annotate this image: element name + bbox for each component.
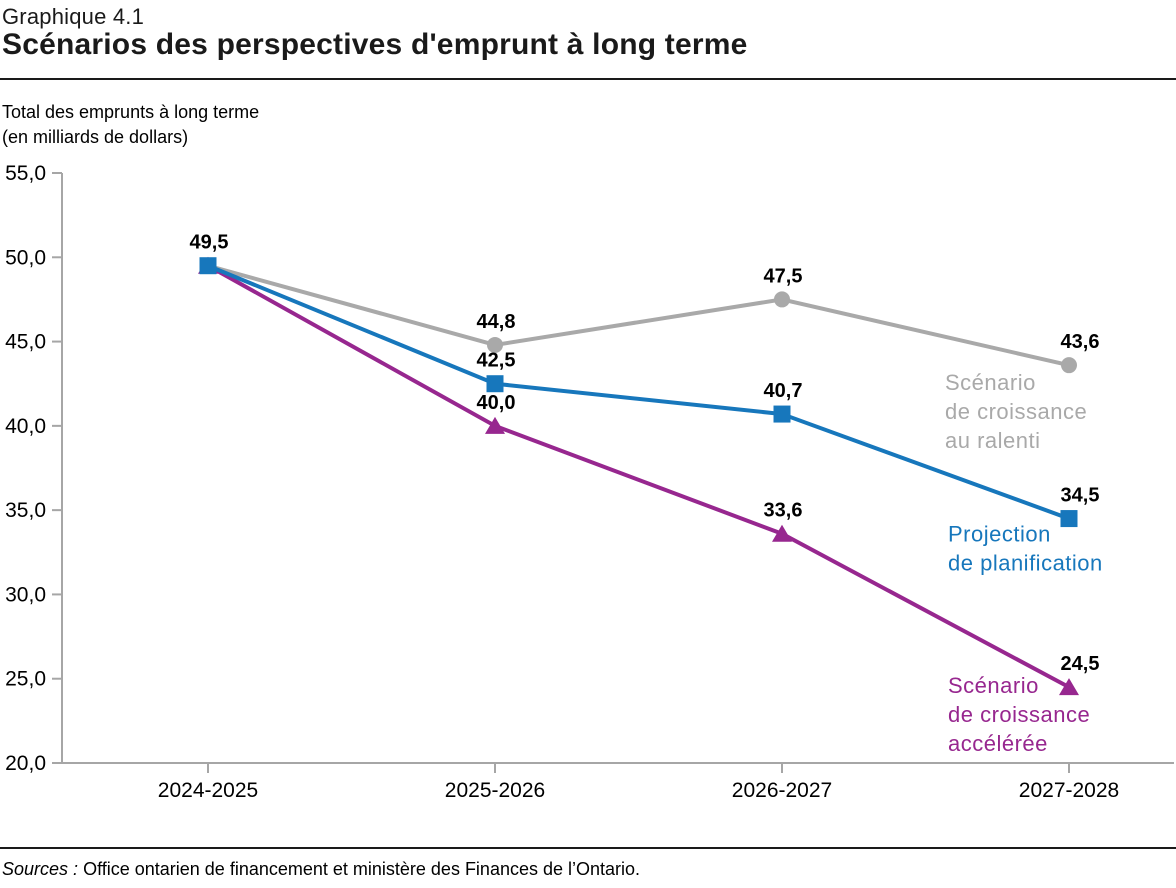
value-label: 47,5 xyxy=(764,265,803,287)
source-label: Sources : xyxy=(2,859,79,879)
y-axis-tick-label: 45,0 xyxy=(5,331,46,354)
x-axis-tick-label: 2025-2026 xyxy=(445,779,545,802)
series-name-label: de croissance xyxy=(945,399,1087,424)
y-axis-title-line2: (en milliards de dollars) xyxy=(2,127,189,147)
chart-number: Graphique 4.1 xyxy=(2,4,145,29)
title-divider xyxy=(0,78,1176,80)
series-name-label: accélérée xyxy=(948,731,1048,756)
series-name-label: au ralenti xyxy=(945,428,1041,453)
square-marker xyxy=(1060,510,1078,528)
x-axis-tick-label: 2026-2027 xyxy=(732,779,832,802)
value-label: 40,0 xyxy=(477,392,516,414)
y-axis-title-line1: Total des emprunts à long terme xyxy=(2,102,260,122)
circle-marker xyxy=(487,336,503,353)
series-name-label: Scénario xyxy=(945,370,1036,395)
y-axis-title: Total des emprunts à long terme (en mill… xyxy=(2,100,259,150)
series-line xyxy=(207,263,1070,368)
y-axis-tick-label: 55,0 xyxy=(5,162,46,185)
value-label: 33,6 xyxy=(764,500,803,522)
value-label: 44,8 xyxy=(477,311,516,333)
source-note: Sources : Office ontarien de financement… xyxy=(2,859,640,880)
triangle-marker xyxy=(485,416,505,434)
triangle-marker xyxy=(772,524,792,542)
value-label: 34,5 xyxy=(1061,485,1100,507)
y-axis-tick-label: 25,0 xyxy=(5,668,46,691)
circle-marker xyxy=(774,291,790,308)
y-axis-tick-label: 20,0 xyxy=(5,752,46,775)
value-label: 40,7 xyxy=(764,380,803,402)
y-axis-tick-label: 30,0 xyxy=(5,583,46,606)
circle-marker xyxy=(1061,357,1077,374)
y-axis-tick-label: 50,0 xyxy=(5,246,46,269)
value-label: 43,6 xyxy=(1061,331,1100,353)
y-axis-tick-label: 40,0 xyxy=(5,415,46,438)
series-name-label: de planification xyxy=(948,551,1103,576)
chart-title: Scénarios des perspectives d'emprunt à l… xyxy=(2,28,748,61)
footer-divider xyxy=(0,847,1176,849)
series-name-label: Scénario xyxy=(948,673,1039,698)
square-marker xyxy=(486,375,504,393)
value-label: 24,5 xyxy=(1061,653,1100,675)
square-marker xyxy=(773,405,791,423)
series-name-label: Projection xyxy=(948,522,1051,547)
source-text: Office ontarien de financement et minist… xyxy=(83,859,641,879)
y-axis-tick-label: 35,0 xyxy=(5,499,46,522)
x-axis-tick-label: 2024-2025 xyxy=(158,779,258,802)
value-label: 49,5 xyxy=(190,232,229,254)
series-line xyxy=(207,263,1070,689)
series-line xyxy=(207,263,1070,521)
square-marker xyxy=(199,257,217,275)
series-name-label: de croissance xyxy=(948,702,1090,727)
triangle-marker xyxy=(1059,678,1079,696)
value-label: 42,5 xyxy=(477,350,516,372)
x-axis-tick-label: 2027-2028 xyxy=(1019,779,1119,802)
